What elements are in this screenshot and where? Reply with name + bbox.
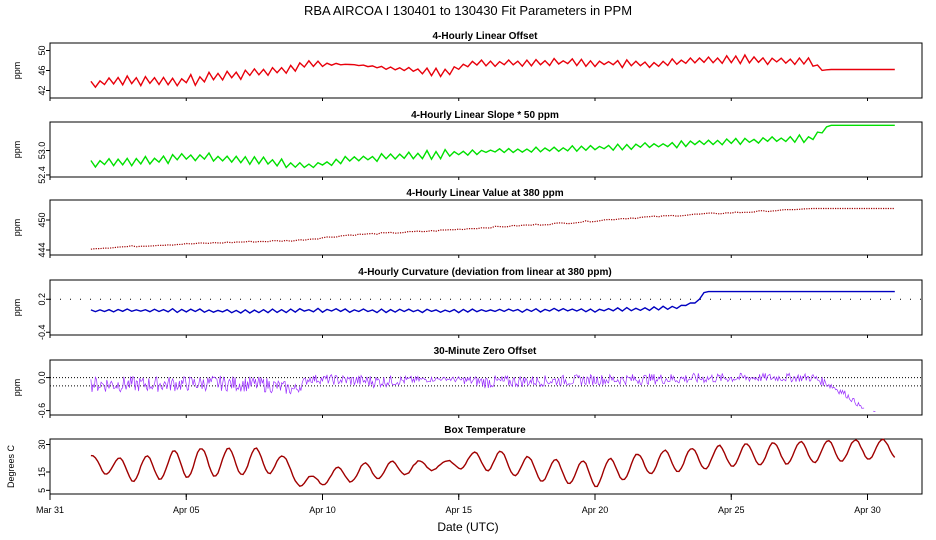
panel-title: 30-Minute Zero Offset <box>434 346 537 357</box>
plot-frame <box>49 438 923 495</box>
x-tick-label: Apr 30 <box>854 505 881 515</box>
y-tick-label: 5 <box>37 488 47 493</box>
plot-frame <box>49 42 923 99</box>
y-tick-label: 30 <box>37 439 47 449</box>
plot-frame <box>49 121 923 178</box>
x-axis: Date (UTC) Mar 31 Apr 05 Apr 10 Apr 15 Apr 2… <box>36 494 881 534</box>
y-tick-label: 15 <box>37 467 47 477</box>
panel-linear-offset: 4-Hourly Linear Offset ppm 42 46 50 <box>12 31 923 101</box>
series-line-curvature <box>90 290 895 314</box>
x-tick-label: Apr 25 <box>718 505 745 515</box>
x-tick-label: Apr 05 <box>173 505 200 515</box>
plot-frame <box>49 359 923 416</box>
y-tick-label: 53.0 <box>37 142 47 160</box>
y-axis-label: ppm <box>12 219 22 237</box>
y-tick-label: -0.6 <box>37 403 47 419</box>
panel-box-temperature: Box Temperature Degrees C 5 15 30 <box>6 425 923 497</box>
panel-title: 4-Hourly Linear Value at 380 ppm <box>406 188 563 199</box>
x-axis-label: Date (UTC) <box>437 520 498 534</box>
main-title: RBA AIRCOA I 130401 to 130430 Fit Parame… <box>304 3 632 18</box>
y-axis-label: ppm <box>12 379 22 397</box>
panel-zero-offset: 30-Minute Zero Offset ppm -0.6 0.0 <box>12 346 923 419</box>
y-axis-label: ppm <box>12 62 22 80</box>
y-tick-label: -0.4 <box>37 324 47 340</box>
panel-linear-value: 4-Hourly Linear Value at 380 ppm ppm 444… <box>12 188 923 258</box>
x-tick-label: Mar 31 <box>36 505 64 515</box>
panel-title: 4-Hourly Linear Offset <box>432 31 538 42</box>
y-axis-label: ppm <box>12 299 22 317</box>
panel-linear-slope: 4-Hourly Linear Slope * 50 ppm ppm 52.4 5… <box>12 110 923 184</box>
plot-frame <box>49 199 923 256</box>
y-tick-label: 42 <box>37 85 47 95</box>
y-tick-label: 0.2 <box>37 293 47 306</box>
y-tick-label: 46 <box>37 65 47 75</box>
panel-curvature: 4-Hourly Curvature (deviation from linea… <box>12 267 923 340</box>
y-axis-label: Degrees C <box>6 444 16 488</box>
y-tick-label: 444 <box>37 242 47 257</box>
y-tick-label: 450 <box>37 212 47 227</box>
x-tick-label: Apr 15 <box>445 505 472 515</box>
y-tick-label: 50 <box>37 45 47 55</box>
y-tick-label: 0.0 <box>37 371 47 384</box>
x-tick-label: Apr 10 <box>309 505 336 515</box>
plot-frame <box>49 279 923 336</box>
x-tick-label: Apr 20 <box>582 505 609 515</box>
series-line-boxtemp <box>90 438 896 488</box>
y-axis-label: ppm <box>12 141 22 159</box>
series-line-offset <box>90 53 895 89</box>
panel-title: 4-Hourly Linear Slope * 50 ppm <box>411 110 559 121</box>
panel-title: 4-Hourly Curvature (deviation from linea… <box>358 267 611 278</box>
series-line-value380 <box>90 207 895 250</box>
panel-title: Box Temperature <box>444 425 526 436</box>
series-line-slope <box>90 124 895 169</box>
series-line-zero <box>90 372 876 413</box>
y-tick-label: 52.4 <box>37 166 47 184</box>
